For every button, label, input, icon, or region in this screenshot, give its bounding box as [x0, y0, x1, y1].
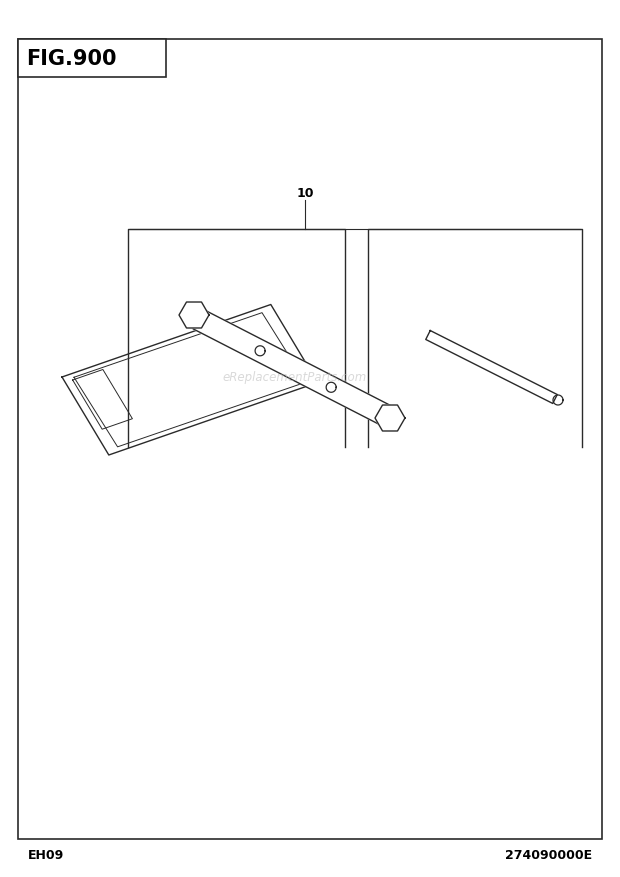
Polygon shape	[375, 405, 405, 431]
Polygon shape	[179, 303, 209, 329]
Bar	[18, 40, 166, 78]
Polygon shape	[62, 305, 317, 455]
Text: 10: 10	[296, 187, 314, 200]
Text: FIG.900: FIG.900	[26, 49, 117, 69]
Text: 274090000E: 274090000E	[505, 849, 592, 861]
Polygon shape	[193, 310, 390, 425]
Polygon shape	[426, 332, 557, 404]
Text: EH09: EH09	[28, 849, 64, 861]
Text: eReplacementParts.com: eReplacementParts.com	[223, 371, 367, 384]
